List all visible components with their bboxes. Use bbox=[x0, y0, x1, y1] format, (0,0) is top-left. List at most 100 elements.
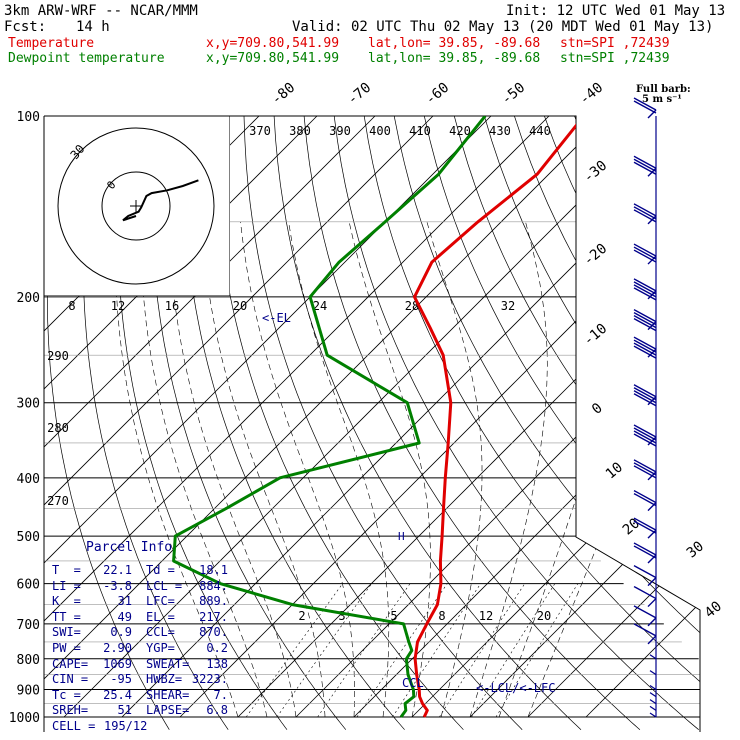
pressure-tick-label: 600 bbox=[17, 578, 40, 593]
parcel-value: 6.8 bbox=[206, 703, 228, 718]
wind-barb-flag bbox=[633, 393, 657, 407]
wind-barb bbox=[633, 384, 657, 407]
wind-barb-staff bbox=[647, 290, 657, 300]
parcel-value: 195/12 bbox=[104, 719, 148, 733]
theta-label-left: 290 bbox=[47, 349, 69, 363]
isotherm-line bbox=[469, 116, 700, 718]
isotherm-line bbox=[295, 116, 700, 718]
wind-barb-staff bbox=[647, 502, 657, 512]
theta-label: 410 bbox=[409, 124, 431, 138]
parcel-label: LAPSE= bbox=[146, 703, 190, 718]
parcel-label: PW = bbox=[52, 641, 81, 655]
wind-barb-flag bbox=[633, 155, 657, 169]
parcel-label: Tc = bbox=[52, 687, 81, 702]
speed-axis-label: 32 bbox=[501, 299, 515, 313]
pressure-tick-label: 100 bbox=[17, 110, 40, 125]
moist-adiabat-line bbox=[201, 221, 326, 718]
moist-adiabat-line bbox=[348, 221, 431, 718]
parcel-label: CIN = bbox=[52, 672, 89, 687]
wind-barb bbox=[633, 623, 657, 645]
temperature-profile bbox=[413, 116, 585, 718]
parcel-value: 0.2 bbox=[206, 641, 228, 655]
mixing-ratio-label: 3 bbox=[338, 609, 345, 623]
parcel-label: CCL= bbox=[146, 625, 175, 640]
pressure-tick-label: 500 bbox=[17, 530, 40, 545]
parcel-value: 217. bbox=[199, 609, 228, 624]
dry-adiabat-line bbox=[82, 116, 229, 730]
wind-barb bbox=[649, 705, 657, 711]
dry-adiabat-line bbox=[453, 116, 700, 730]
wind-barb-flag bbox=[633, 520, 657, 534]
dry-adiabat-line bbox=[393, 116, 700, 730]
isotherm-label: 40 bbox=[702, 598, 725, 621]
barb-legend-title: Full barb: bbox=[636, 84, 691, 95]
dry-adiabat-line bbox=[117, 116, 288, 730]
wind-barb-staff bbox=[649, 654, 657, 660]
parcel-value: 884. bbox=[199, 578, 228, 593]
wind-barb-staff bbox=[647, 577, 657, 587]
speed-axis-label: 20 bbox=[233, 299, 247, 313]
wind-barb-staff bbox=[647, 635, 657, 645]
isotherm-line bbox=[44, 116, 550, 718]
wind-barb bbox=[633, 97, 657, 119]
legend-dewpoint-name: Dewpoint temperature bbox=[8, 51, 165, 66]
wind-barb bbox=[633, 605, 657, 627]
theta-label-left: 270 bbox=[47, 494, 69, 508]
parcel-value: 25.4 bbox=[103, 687, 132, 702]
wind-barb-staff bbox=[647, 255, 657, 265]
isotherm-label: -40 bbox=[577, 80, 607, 109]
mixing-ratio-label: 2 bbox=[298, 609, 305, 623]
hodograph-trace bbox=[122, 179, 199, 222]
isotherm-line bbox=[44, 116, 434, 718]
wind-barb-staff bbox=[647, 167, 657, 177]
parcel-value: -3.8 bbox=[103, 578, 132, 593]
moist-adiabat-line bbox=[527, 221, 700, 718]
dry-adiabat-line bbox=[694, 116, 700, 731]
speed-axis-label: 24 bbox=[313, 299, 327, 313]
wind-barb-flag bbox=[633, 312, 657, 326]
mixing-ratio-line bbox=[439, 583, 525, 718]
isotherm-label: -20 bbox=[581, 241, 611, 270]
mixing-ratio-line bbox=[392, 583, 481, 718]
wind-barb-flag bbox=[633, 309, 657, 323]
legend-dewpoint-stn: stn=SPI ,72439 bbox=[560, 51, 670, 66]
plot-frame bbox=[44, 115, 701, 732]
dry-adiabat-line bbox=[303, 116, 641, 730]
parcel-info-title: Parcel Info bbox=[86, 540, 173, 555]
wind-barb-flag bbox=[633, 339, 657, 353]
wind-barb bbox=[649, 654, 657, 660]
mixing-ratio-label: 8 bbox=[438, 609, 445, 623]
isotherm-line bbox=[527, 116, 700, 718]
legend-temperature-latlon: lat,lon= 39.85, -89.68 bbox=[368, 36, 541, 51]
parcel-value: 889. bbox=[199, 594, 228, 609]
wind-barb bbox=[649, 692, 657, 698]
ccl-marker: CCL bbox=[402, 676, 424, 690]
wind-barb-flag bbox=[633, 97, 657, 111]
wind-barb-staff bbox=[649, 685, 657, 690]
speed-axis-label: 8 bbox=[68, 299, 75, 313]
wind-barb bbox=[633, 278, 657, 301]
wind-barb-staff bbox=[649, 712, 657, 718]
parcel-label: LI = bbox=[52, 578, 81, 593]
parcel-label: YGP= bbox=[146, 641, 175, 655]
parcel-value: 18.1 bbox=[199, 563, 228, 577]
parcel-value: 3223. bbox=[191, 672, 228, 687]
parcel-label: SWEAT= bbox=[146, 656, 190, 671]
parcel-value: 7. bbox=[213, 687, 228, 702]
parcel-label: T = bbox=[52, 563, 81, 577]
wind-barb bbox=[633, 565, 657, 587]
isotherm-line bbox=[63, 116, 666, 718]
wind-barb-flag bbox=[633, 492, 657, 507]
wind-barb-staff bbox=[647, 109, 657, 119]
wind-barb-staff bbox=[649, 705, 657, 711]
isotherm-label: -30 bbox=[581, 158, 611, 187]
theta-label: 440 bbox=[529, 124, 551, 138]
wind-barb-staff bbox=[647, 471, 657, 481]
isotherm-label: -50 bbox=[499, 80, 529, 109]
isotherm-label: -10 bbox=[581, 321, 611, 350]
wind-barb-flag bbox=[633, 281, 657, 295]
lcl-lfc-marker: <-LCL/<-LFC bbox=[476, 681, 555, 695]
parcel-label: TT = bbox=[52, 609, 81, 624]
isotherm-line bbox=[585, 116, 700, 718]
parcel-label: CELL = bbox=[52, 719, 96, 733]
